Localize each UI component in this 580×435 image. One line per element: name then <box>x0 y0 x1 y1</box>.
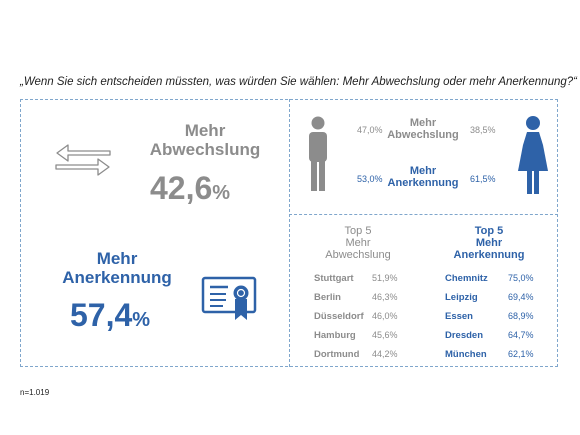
top-abwechslung-value: 46,3% <box>372 292 398 302</box>
top-abwechslung-header-1: Top 5 <box>344 225 372 237</box>
male-abwechslung-value: 47,0% <box>357 125 383 135</box>
top-abwechslung-value: 51,9% <box>372 273 398 283</box>
top-abwechslung-city: Berlin <box>314 292 341 303</box>
top-anerkennung-city: Essen <box>445 311 473 322</box>
top-anerkennung-header-2: Mehr <box>475 237 503 249</box>
overall-anerkennung-pct: % <box>132 309 151 331</box>
overall-anerkennung-value: 57,4% <box>70 297 150 334</box>
gender-abwechslung-label: Mehr Abwechslung <box>383 117 463 141</box>
top-abwechslung-city: Dortmund <box>314 349 360 360</box>
gender-anerkennung-line1: Mehr <box>409 165 437 177</box>
top-anerkennung-value: 62,1% <box>508 349 534 359</box>
top-abwechslung-city: Hamburg <box>314 330 356 341</box>
top-abwechslung-value: 46,0% <box>372 311 398 321</box>
vertical-divider <box>289 99 290 367</box>
exchange-arrows-icon <box>55 144 111 176</box>
top-abwechslung-value: 45,6% <box>372 330 398 340</box>
horizontal-divider <box>289 214 558 215</box>
overall-abwechslung-pct: % <box>212 182 231 204</box>
top-anerkennung-value: 64,7% <box>508 330 534 340</box>
top-abwechslung-city: Stuttgart <box>314 273 354 284</box>
gender-anerkennung-line2: Anerkennung <box>387 177 459 189</box>
top-anerkennung-header-3: Anerkennung <box>453 249 525 261</box>
overall-abwechslung-line1: Mehr <box>184 121 226 140</box>
top-abwechslung-header-2: Mehr <box>345 237 371 249</box>
male-figure-icon <box>309 116 327 191</box>
female-figure-icon <box>518 116 548 194</box>
top-anerkennung-header: Top 5 Mehr Anerkennung <box>449 225 529 261</box>
gender-anerkennung-label: Mehr Anerkennung <box>383 165 463 189</box>
question-title: „Wenn Sie sich entscheiden müssten, was … <box>20 76 577 88</box>
overall-anerkennung-line1: Mehr <box>96 249 138 268</box>
top-abwechslung-value: 44,2% <box>372 349 398 359</box>
female-abwechslung-value: 38,5% <box>470 125 496 135</box>
top-anerkennung-city: Chemnitz <box>445 273 488 284</box>
top-anerkennung-value: 75,0% <box>508 273 534 283</box>
male-anerkennung-value: 53,0% <box>357 174 383 184</box>
sample-size-note: n=1.019 <box>20 388 50 397</box>
overall-anerkennung-number: 57,4 <box>70 297 133 333</box>
certificate-icon <box>201 276 257 320</box>
top-anerkennung-city: Dresden <box>445 330 484 341</box>
top-anerkennung-value: 69,4% <box>508 292 534 302</box>
overall-abwechslung-value: 42,6% <box>150 170 230 207</box>
gender-abwechslung-line2: Abwechslung <box>387 129 459 141</box>
top-abwechslung-header-3: Abwechslung <box>325 249 391 261</box>
top-abwechslung-header: Top 5 Mehr Abwechslung <box>318 225 398 261</box>
top-anerkennung-value: 68,9% <box>508 311 534 321</box>
top-anerkennung-header-1: Top 5 <box>474 225 504 237</box>
top-anerkennung-city: München <box>445 349 487 360</box>
overall-abwechslung-number: 42,6 <box>150 170 213 206</box>
gender-abwechslung-line1: Mehr <box>409 117 437 129</box>
top-abwechslung-city: Düsseldorf <box>314 311 364 322</box>
female-anerkennung-value: 61,5% <box>470 174 496 184</box>
top-anerkennung-city: Leipzig <box>445 292 478 303</box>
overall-anerkennung-label: Mehr Anerkennung <box>52 249 182 287</box>
overall-anerkennung-line2: Anerkennung <box>62 268 172 287</box>
overall-abwechslung-label: Mehr Abwechslung <box>140 121 270 159</box>
overall-abwechslung-line2: Abwechslung <box>149 140 261 159</box>
